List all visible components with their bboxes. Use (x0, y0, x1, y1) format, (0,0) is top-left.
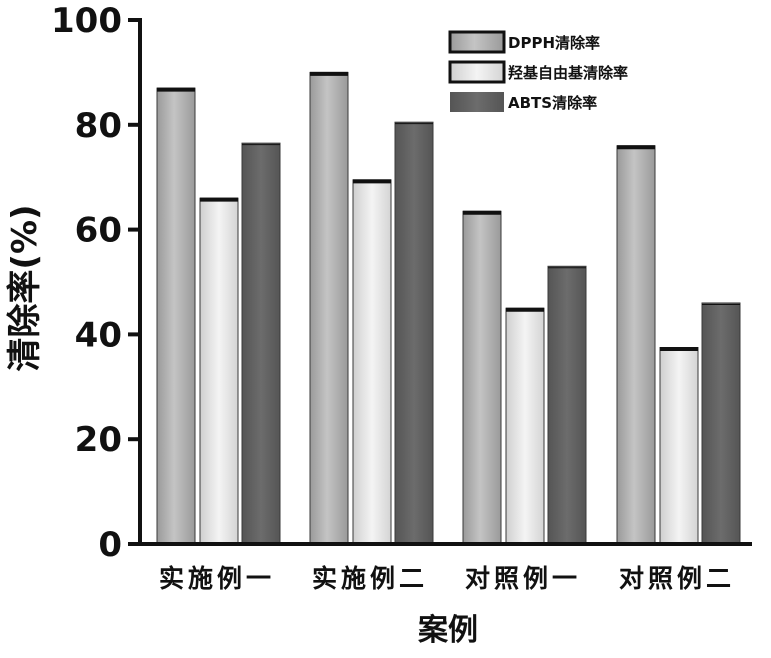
x-tick-label-4: 对照例二 (619, 564, 735, 593)
bar-dpph-3 (463, 211, 501, 544)
bar-dpph-2 (310, 72, 348, 544)
bar-dpph-1 (157, 88, 195, 544)
legend-label-dpph: DPPH清除率 (508, 34, 600, 52)
y-tick-label-20: 20 (75, 420, 122, 460)
legend-label-abts: ABTS清除率 (508, 94, 597, 112)
bar-hydroxyl-2 (353, 180, 391, 544)
x-tick-label-3: 对照例一 (465, 564, 581, 593)
y-tick-label-0: 0 (98, 525, 122, 565)
bar-abts-2 (395, 122, 433, 544)
bar-abts-4 (702, 303, 740, 544)
y-tick-label-80: 80 (75, 106, 122, 146)
y-tick-label-60: 60 (75, 211, 122, 251)
x-axis-label: 案例 (418, 613, 478, 648)
bar-abts-3 (548, 266, 586, 544)
legend-swatch-abts (450, 92, 504, 112)
x-tick-label-1: 实施例一 (159, 564, 275, 593)
legend-label-hydroxyl: 羟基自由基清除率 (508, 64, 628, 82)
y-axis-label: 清除率(%) (5, 204, 45, 371)
legend-swatch-hydroxyl (450, 62, 504, 82)
y-tick-label-100: 100 (51, 1, 122, 41)
bar-dpph-4 (617, 146, 655, 544)
bar-abts-1 (242, 143, 280, 544)
y-tick-label-40: 40 (75, 315, 122, 355)
plot-area (157, 72, 740, 544)
bar-hydroxyl-3 (506, 308, 544, 544)
bar-hydroxyl-1 (200, 198, 238, 544)
bar-hydroxyl-4 (660, 348, 698, 545)
legend: DPPH清除率羟基自由基清除率 ABTS清除率 (450, 32, 628, 112)
legend-swatch-dpph (450, 32, 504, 52)
x-tick-label-2: 实施例二 (312, 564, 428, 593)
